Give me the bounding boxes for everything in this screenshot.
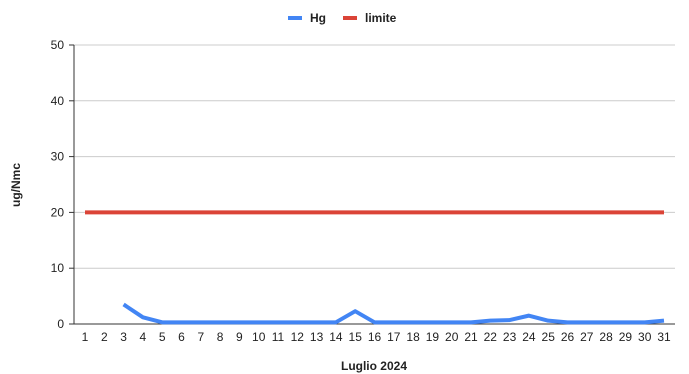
x-tick-label: 1 — [82, 330, 89, 344]
x-tick-label: 19 — [426, 330, 440, 344]
x-tick-label: 26 — [561, 330, 575, 344]
x-tick-label: 17 — [387, 330, 401, 344]
series-line-hg — [122, 302, 665, 325]
y-tick-label: 10 — [51, 261, 65, 275]
x-tick-labels: 1 2 3 4 5 6 7 8 9 10 11 12 13 14 15 16 17 18 19 20 21 22 23 24 2… — [82, 330, 671, 344]
series-lines — [85, 210, 665, 325]
x-tick-label: 15 — [349, 330, 363, 344]
x-tick-label: 4 — [140, 330, 147, 344]
legend-label-hg: Hg — [310, 11, 326, 25]
x-tick-label: 29 — [619, 330, 633, 344]
x-tick-label: 22 — [484, 330, 498, 344]
y-tick-label: 30 — [51, 150, 65, 164]
x-tick-label: 12 — [291, 330, 305, 344]
y-tick-label: 0 — [57, 317, 64, 331]
x-tick-label: 7 — [197, 330, 204, 344]
x-tick-label: 27 — [580, 330, 594, 344]
x-tick-label: 6 — [178, 330, 185, 344]
y-tick-label: 40 — [51, 94, 65, 108]
y-axis-title: ug/Nmc — [9, 163, 23, 207]
x-tick-label: 16 — [368, 330, 382, 344]
x-tick-label: 14 — [329, 330, 343, 344]
x-tick-label: 23 — [503, 330, 517, 344]
gridlines — [74, 44, 675, 269]
x-tick-label: 20 — [445, 330, 459, 344]
x-tick-label: 30 — [638, 330, 652, 344]
x-tick-label: 13 — [310, 330, 324, 344]
x-tick-label: 11 — [272, 330, 285, 344]
y-tick-labels: 0 10 20 30 40 50 — [51, 38, 65, 331]
x-tick-label: 28 — [599, 330, 613, 344]
x-tick-label: 18 — [406, 330, 420, 344]
x-tick-label: 5 — [159, 330, 166, 344]
x-tick-label: 9 — [236, 330, 243, 344]
y-tick-label: 20 — [51, 205, 65, 219]
legend-label-limite: limite — [365, 11, 397, 25]
x-tick-label: 24 — [522, 330, 536, 344]
y-tick-label: 50 — [51, 38, 65, 52]
x-axis-title: Luglio 2024 — [341, 359, 407, 373]
x-tick-label: 25 — [542, 330, 556, 344]
x-tick-label: 3 — [120, 330, 127, 344]
x-tick-label: 31 — [657, 330, 671, 344]
x-tick-label: 21 — [464, 330, 478, 344]
axes — [69, 44, 675, 325]
x-tick-label: 8 — [217, 330, 224, 344]
x-tick-label: 10 — [252, 330, 266, 344]
legend: Hg limite — [288, 11, 397, 25]
x-tick-label: 2 — [101, 330, 108, 344]
